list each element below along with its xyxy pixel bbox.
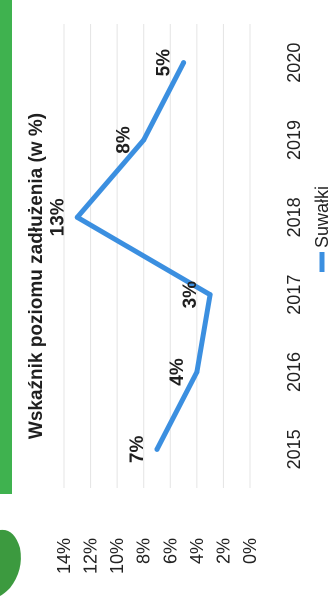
x-tick-label: 2017 <box>284 275 304 315</box>
y-tick-label: 8% <box>134 538 154 564</box>
gridlines <box>63 24 251 488</box>
data-point <box>141 137 147 143</box>
x-tick-label: 2020 <box>284 43 304 83</box>
data-point <box>181 60 187 66</box>
data-points <box>74 60 213 452</box>
legend: Suwałki <box>312 186 331 272</box>
data-point <box>154 446 160 452</box>
y-tick-label: 14% <box>54 538 74 574</box>
data-label: 13% <box>47 198 68 236</box>
green-accent-bar <box>0 0 12 494</box>
data-label: 4% <box>167 358 188 386</box>
data-point <box>194 369 200 375</box>
y-tick-label: 4% <box>187 538 207 564</box>
green-corner-shape <box>0 529 21 596</box>
x-tick-label: 2016 <box>284 352 304 392</box>
series-line-suwalki <box>74 60 213 452</box>
chart-title: Wskaźnik poziomu zadłużenia (w %) <box>26 113 47 439</box>
y-tick-label: 0% <box>240 538 260 564</box>
legend-label: Suwałki <box>312 186 331 248</box>
data-labels: 7% 4% 3% 13% 8% 5% <box>47 49 201 463</box>
data-label: 3% <box>180 281 201 309</box>
data-point <box>207 292 213 298</box>
y-tick-label: 10% <box>107 538 127 574</box>
y-axis-ticks: 0% 2%4% 6%8% 10% 12% 14% <box>54 538 260 574</box>
y-tick-label: 12% <box>81 538 101 574</box>
y-tick-label: 6% <box>160 538 180 564</box>
data-label: 8% <box>114 126 135 154</box>
x-axis-ticks: 2015 2016 2017 2018 2019 2020 <box>284 43 304 470</box>
data-label: 5% <box>154 49 175 77</box>
x-tick-label: 2018 <box>284 197 304 237</box>
data-point <box>74 214 80 220</box>
x-tick-label: 2019 <box>284 120 304 160</box>
data-label: 7% <box>127 436 148 464</box>
x-tick-label: 2015 <box>284 429 304 469</box>
plot-area: Wskaźnik poziomu zadłużenia (w %) 0%2%4%… <box>26 24 331 574</box>
y-tick-label: 2% <box>213 538 233 564</box>
